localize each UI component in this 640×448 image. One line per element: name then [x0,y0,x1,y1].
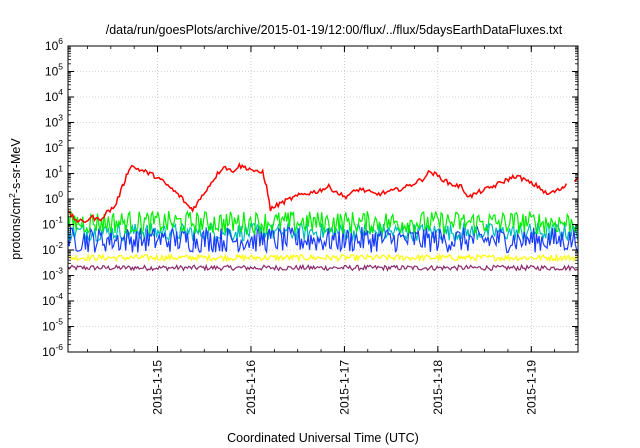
y-tick-label: 104 [45,87,63,104]
y-tick-label: 10-6 [42,342,63,359]
x-tick-label: 2015-1-16 [244,360,258,415]
chart-title: /data/run/goesPlots/archive/2015-01-19/1… [106,23,563,37]
y-tick-base: 10 [42,218,56,232]
y-tick-base: 10 [45,192,59,206]
series-line [67,225,579,255]
y-tick-exponent: 4 [58,87,63,97]
y-tick-label: 103 [45,113,63,130]
y-label-exponent: 2 [7,193,17,198]
x-axis-label: Coordinated Universal Time (UTC) [227,431,419,445]
y-tick-exponent: 1 [58,164,63,174]
series-line [67,209,579,236]
y-tick-exponent: -5 [55,317,63,327]
y-tick-exponent: 0 [58,189,63,199]
y-tick-exponent: 5 [58,62,63,72]
x-tick-label: 2015-1-19 [524,360,538,415]
axis-ticks [68,45,579,353]
y-tick-exponent: -3 [55,266,63,276]
x-tick-label: 2015-1-18 [431,360,445,415]
y-label-prefix: protons/cm [9,198,23,260]
y-tick-exponent: -1 [55,215,63,225]
y-tick-label: 10-5 [42,317,63,334]
series-line [67,162,567,224]
y-tick-label: 10-1 [42,215,63,232]
y-tick-label: 10-2 [42,240,63,257]
x-tick-labels: 2015-1-15 2015-1-16 2015-1-17 2015-1-18 2015… [151,360,539,415]
y-tick-labels: 10610510410310210110010-110-210-310-410-… [42,36,63,359]
y-tick-base: 10 [45,65,59,79]
y-tick-label: 100 [45,189,63,206]
grid [68,46,578,352]
y-tick-exponent: 3 [58,113,63,123]
series-line [67,252,579,263]
y-tick-label: 10-4 [42,291,63,308]
y-tick-base: 10 [42,294,56,308]
y-tick-exponent: 6 [58,36,63,46]
series-layer [67,162,579,272]
y-tick-exponent: -2 [55,240,63,250]
y-tick-base: 10 [45,90,59,104]
y-tick-base: 10 [42,320,56,334]
y-tick-base: 10 [42,269,56,283]
y-label-suffix: -s-sr-MeV [9,138,23,194]
series-line [67,221,579,243]
y-tick-base: 10 [42,345,56,359]
series-line [67,263,579,272]
y-tick-base: 10 [45,167,59,181]
y-tick-base: 10 [42,243,56,257]
y-tick-label: 102 [45,138,63,155]
series-line [573,176,579,182]
x-tick-label: 2015-1-15 [151,360,165,415]
y-tick-exponent: 2 [58,138,63,148]
y-tick-base: 10 [45,141,59,155]
y-tick-base: 10 [45,39,59,53]
y-tick-label: 101 [45,164,63,181]
y-tick-label: 105 [45,62,63,79]
y-tick-label: 10-3 [42,266,63,283]
y-tick-base: 10 [45,116,59,130]
y-tick-exponent: -4 [55,291,63,301]
x-tick-label: 2015-1-17 [337,360,351,415]
y-tick-label: 106 [45,36,63,53]
y-axis-label: protons/cm2-s-sr-MeV [7,138,23,260]
y-tick-exponent: -6 [55,342,63,352]
